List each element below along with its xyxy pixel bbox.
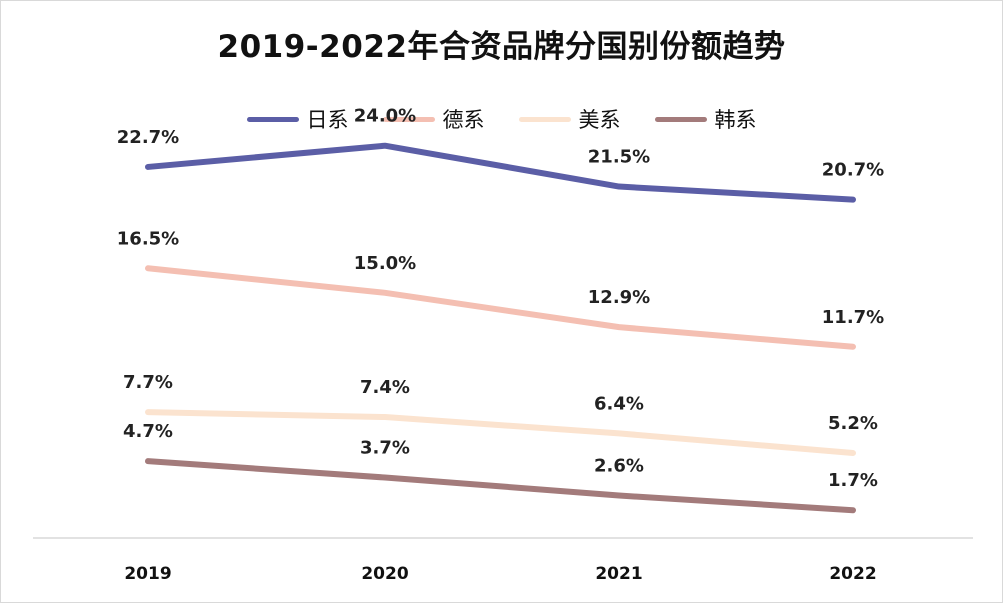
data-label-layer: 22.7% 24.0% 21.5% 20.7% 16.5% 15.0% 12.9% 11.7%… [117,106,884,492]
data-label-german-2021: 12.9% [588,287,650,308]
chart-title: 2019-2022年合资品牌分国别份额趋势 [217,29,786,65]
legend-label-korean: 韩系 [714,108,757,132]
data-label-japanese-2022: 20.7% [822,160,884,181]
series-line-korean [145,458,856,514]
legend-swatch-american [518,116,571,122]
data-label-korean-2021: 2.6% [594,456,644,477]
data-label-american-2022: 5.2% [828,413,878,434]
data-label-german-2019: 16.5% [117,228,179,249]
legend: 日系 德系 美系 韩系 [1,104,1002,134]
legend-label-american: 美系 [578,108,621,132]
legend-item-american: 美系 [518,104,621,134]
series-line-german [145,265,856,350]
legend-swatch-german [382,116,435,122]
legend-swatch-korean [654,116,707,122]
data-label-american-2020: 7.4% [360,377,410,398]
data-label-japanese-2020: 24.0% [354,106,416,127]
legend-swatch-japanese [246,116,299,122]
data-label-american-2021: 6.4% [594,393,644,414]
data-label-american-2019: 7.7% [123,372,173,393]
x-tick-label-2020: 2020 [361,564,408,584]
data-label-japanese-2019: 22.7% [117,127,179,148]
data-label-korean-2019: 4.7% [123,421,173,442]
x-tick-label-2022: 2022 [829,564,876,584]
legend-item-japanese: 日系 [246,104,349,134]
series-line-american [145,409,856,456]
data-label-german-2020: 15.0% [354,253,416,274]
data-label-japanese-2021: 21.5% [588,147,650,168]
legend-label-japanese: 日系 [306,108,349,132]
x-tick-layer: 2019 2020 2021 2022 [124,564,876,584]
series-layer [145,142,856,514]
data-label-korean-2020: 3.7% [360,438,410,459]
data-label-german-2022: 11.7% [822,307,884,328]
legend-item-korean: 韩系 [654,104,757,134]
x-tick-label-2019: 2019 [124,564,171,584]
legend-label-german: 德系 [442,108,485,132]
data-label-korean-2022: 1.7% [828,470,878,491]
x-tick-label-2021: 2021 [595,564,642,584]
legend-item-german: 德系 [382,104,485,134]
series-line-japanese [145,142,856,203]
